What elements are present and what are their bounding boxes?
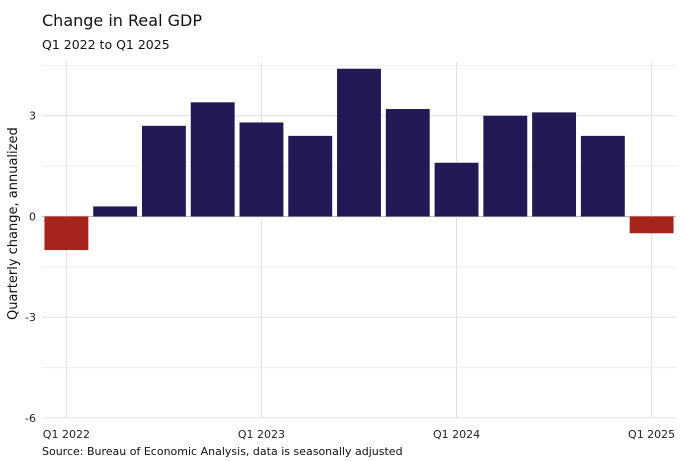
x-tick-label: Q1 2024 [433, 428, 480, 441]
y-tick-label: 3 [29, 110, 36, 123]
chart-subtitle: Q1 2022 to Q1 2025 [42, 37, 170, 52]
bar-q1-2025 [629, 216, 674, 234]
y-tick-labels: -6 -3 0 3 [25, 110, 36, 425]
bar-q1-2022 [44, 216, 89, 251]
y-tick-label: -6 [25, 412, 36, 425]
bars [44, 68, 674, 251]
chart-title: Change in Real GDP [42, 11, 202, 30]
bar-q2-2023 [288, 135, 333, 217]
bar-q3-2022 [141, 125, 186, 217]
bar-q2-2024 [483, 115, 528, 217]
x-tick-label: Q1 2025 [628, 428, 675, 441]
bar-q2-2022 [93, 206, 138, 217]
y-tick-label: 0 [29, 210, 36, 223]
bar-q4-2022 [190, 102, 235, 217]
bar-q1-2023 [239, 122, 284, 217]
x-tick-label: Q1 2023 [238, 428, 285, 441]
chart-caption: Source: Bureau of Economic Analysis, dat… [42, 445, 403, 458]
bar-q3-2023 [337, 68, 381, 217]
bar-q4-2024 [580, 135, 625, 217]
x-tick-label: Q1 2022 [43, 428, 90, 441]
bar-q1-2024 [434, 162, 479, 217]
bar-q3-2024 [532, 112, 577, 217]
bar-q4-2023 [385, 109, 430, 217]
x-tick-labels: Q1 2022 Q1 2023 Q1 2024 Q1 2025 [43, 428, 675, 441]
y-tick-label: -3 [25, 311, 36, 324]
